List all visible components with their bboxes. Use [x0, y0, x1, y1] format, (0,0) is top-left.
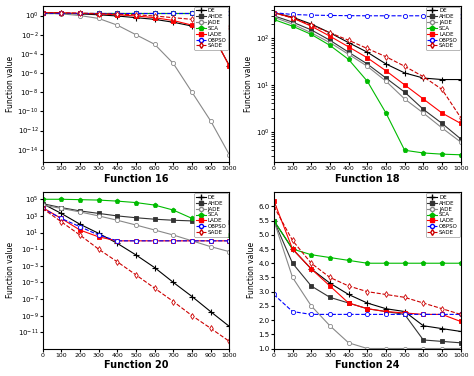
X-axis label: Function 20: Function 20 [104, 361, 168, 370]
X-axis label: Function 24: Function 24 [335, 361, 400, 370]
Legend: DE, AHDE, JADE, SCA, LADE, OBPSO, SADE: DE, AHDE, JADE, SCA, LADE, OBPSO, SADE [426, 193, 460, 237]
Legend: DE, AHDE, JADE, SCA, LADE, OBPSO, SADE: DE, AHDE, JADE, SCA, LADE, OBPSO, SADE [194, 7, 228, 50]
X-axis label: Function 18: Function 18 [335, 174, 400, 184]
Y-axis label: Function value: Function value [246, 242, 255, 299]
Legend: DE, AHDE, JADE, SCA, LADE, OBPSO, SADE: DE, AHDE, JADE, SCA, LADE, OBPSO, SADE [194, 193, 228, 237]
X-axis label: Function 16: Function 16 [104, 174, 168, 184]
Legend: DE, AHDE, JADE, SCA, LADE, OBPSO, SADE: DE, AHDE, JADE, SCA, LADE, OBPSO, SADE [426, 7, 460, 50]
Y-axis label: Function value: Function value [6, 56, 15, 112]
Y-axis label: Function value: Function value [244, 56, 253, 112]
Y-axis label: Function value: Function value [6, 242, 15, 299]
